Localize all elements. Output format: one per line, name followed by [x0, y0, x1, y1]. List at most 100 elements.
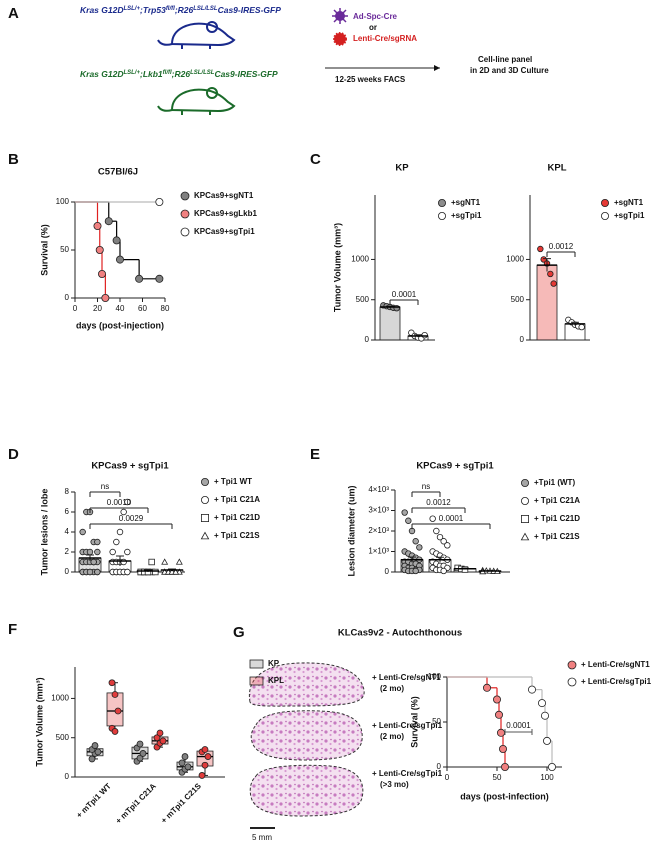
data-point [86, 548, 94, 556]
x-tick-label: 60 [138, 304, 147, 313]
survival-point [541, 711, 550, 720]
data-point [421, 331, 428, 339]
y-tick-label: 1000 [351, 255, 369, 264]
genotype-part: LSL/+ [123, 70, 140, 76]
survival-point [155, 274, 164, 283]
data-point [405, 517, 412, 524]
legend-marker [200, 477, 209, 486]
x-tick-label: + mTpi1 C21A [114, 781, 158, 825]
survival-point [93, 221, 102, 230]
data-point [120, 508, 127, 516]
y-tick-label: 0 [520, 335, 525, 344]
virus-icon [332, 8, 348, 24]
data-point [198, 772, 206, 779]
y-tick-label: 500 [356, 295, 370, 304]
data-point [433, 527, 440, 535]
data-point [139, 750, 147, 757]
data-point [578, 323, 585, 331]
survival-point [528, 685, 537, 694]
y-tick-label: 2 [65, 547, 70, 556]
x-tick-label: + mTpi1 C21S [159, 781, 203, 825]
y-axis-label: Tumor lesions / lobe [39, 489, 49, 576]
legend-label: + Tpi1 C21D [534, 514, 580, 523]
y-tick-label: 100 [56, 197, 70, 206]
survival-point [116, 255, 125, 264]
y-tick-label: 0 [65, 772, 70, 781]
comparison-label: 0.0001 [439, 514, 464, 523]
data-point [79, 528, 86, 536]
legend-label: + Lenti-Cre/sgTpi1 [581, 677, 652, 686]
genotype-part: Kras G12D [80, 5, 123, 15]
legend-label: +sgTpi1 [614, 211, 645, 220]
y-tick-label: 8 [65, 487, 70, 496]
y-tick-label: 1000 [506, 255, 524, 264]
legend-marker [567, 677, 577, 687]
legend-label: KPCas9+sgNT1 [194, 191, 254, 200]
image-label: + Lenti-Cre/sgNT1 [372, 673, 441, 682]
data-point [91, 742, 99, 749]
data-point [172, 568, 180, 575]
genotype-part: Cas9-IRES-GFP [218, 5, 282, 15]
outcome-label: in 2D and 3D Culture [470, 66, 549, 75]
data-point [159, 737, 167, 745]
survival-point [95, 245, 104, 254]
legend-label: KPCas9+sgTpi1 [194, 227, 255, 236]
comparison-label: 0.0001 [392, 290, 417, 299]
legend-label: KP [268, 659, 280, 668]
panel-letter: E [310, 446, 320, 463]
y-axis-label: Survival (%) [409, 696, 419, 748]
legend-marker [601, 211, 610, 220]
legend-label: + Tpi1 C21S [534, 532, 580, 541]
genotype-part: fl/fl [166, 6, 175, 12]
comparison-label: 0.0010 [107, 498, 132, 507]
comparison-label: ns [101, 482, 109, 491]
y-axis-label: Lesion diameter (um) [346, 485, 356, 576]
image-label: + Lenti-Cre/sgTpi1 [372, 769, 443, 778]
data-point [416, 544, 423, 551]
legend-label: + Lenti-Cre/sgNT1 [581, 660, 650, 669]
y-tick-label: 100 [428, 672, 442, 681]
legend-label: +Tpi1 (WT) [534, 478, 575, 487]
data-point [120, 558, 127, 566]
survival-point [496, 728, 505, 737]
data-point [152, 568, 159, 576]
genotype-part: fl/fl [163, 70, 172, 76]
genotype-part: ;R26 [175, 5, 194, 15]
y-tick-label: 3×10³ [368, 506, 389, 515]
x-tick-label: 20 [93, 304, 102, 313]
chart-title: KPL [548, 163, 567, 174]
data-point [124, 498, 131, 506]
outcome-label: Cell-line panel [478, 55, 532, 64]
x-axis-label: days (post-infection) [460, 791, 549, 801]
survival-point [98, 269, 107, 278]
y-tick-label: 500 [511, 295, 525, 304]
legend-marker [601, 198, 610, 207]
panel-letter: A [8, 5, 19, 22]
data-point [94, 538, 101, 546]
data-point [408, 527, 416, 535]
data-point [161, 558, 169, 565]
legend-label: +sgTpi1 [451, 211, 482, 220]
data-point [181, 753, 189, 760]
survival-point [538, 699, 547, 708]
x-tick-label: 0 [73, 304, 78, 313]
data-point [444, 542, 451, 549]
survival-point [494, 710, 503, 719]
data-point [113, 538, 120, 546]
data-point [136, 740, 144, 748]
comparison-label: 0.0029 [119, 514, 144, 523]
y-tick-label: 0 [65, 567, 70, 576]
data-point [412, 538, 419, 545]
survival-point [543, 736, 552, 745]
data-point [178, 759, 186, 767]
data-point [124, 548, 131, 556]
legend-marker [180, 191, 190, 201]
data-point [461, 566, 469, 573]
data-point [540, 256, 547, 263]
legend-label: + Tpi1 C21A [534, 496, 580, 505]
survival-point [101, 293, 110, 302]
legend-label: +sgNT1 [614, 198, 644, 207]
data-point [401, 509, 408, 516]
chart-title: KLCas9v2 - Autochthonous [338, 628, 462, 639]
survival-point [135, 274, 144, 283]
